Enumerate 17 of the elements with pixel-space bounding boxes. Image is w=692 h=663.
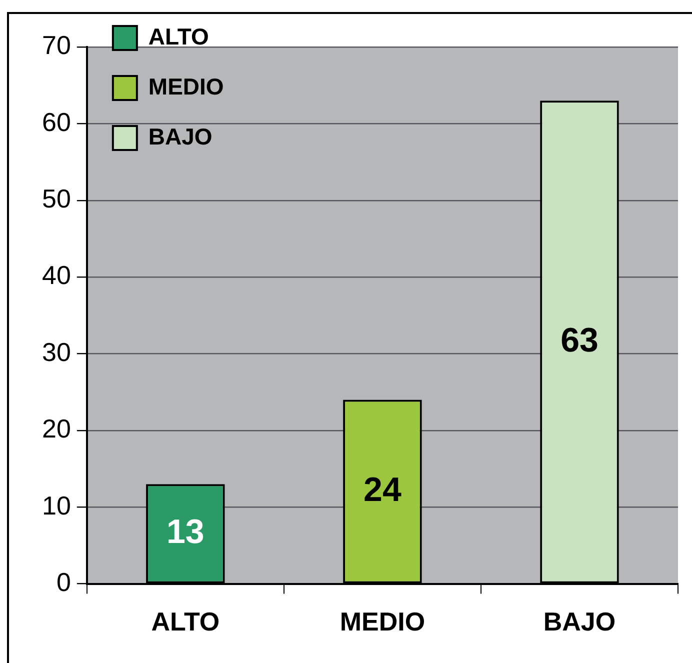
x-tick-label: BAJO — [543, 606, 616, 637]
data-label: 63 — [560, 321, 598, 360]
y-tick-label: 40 — [42, 260, 71, 290]
data-label: 13 — [166, 513, 204, 552]
legend-label: MEDIO — [148, 73, 224, 100]
y-tick-label: 50 — [42, 184, 71, 214]
x-tick-label: ALTO — [151, 606, 220, 637]
y-tick-label: 10 — [42, 490, 71, 520]
y-tick-label: 70 — [42, 30, 71, 60]
legend-label: BAJO — [148, 123, 212, 150]
y-tick-label: 20 — [42, 414, 71, 444]
legend-label: ALTO — [148, 23, 209, 50]
y-tick-label: 60 — [42, 106, 71, 137]
x-tick-label: MEDIO — [340, 606, 426, 637]
y-tick-label: 30 — [42, 336, 71, 367]
data-label: 24 — [364, 470, 402, 509]
y-tick-label: 0 — [56, 566, 71, 597]
